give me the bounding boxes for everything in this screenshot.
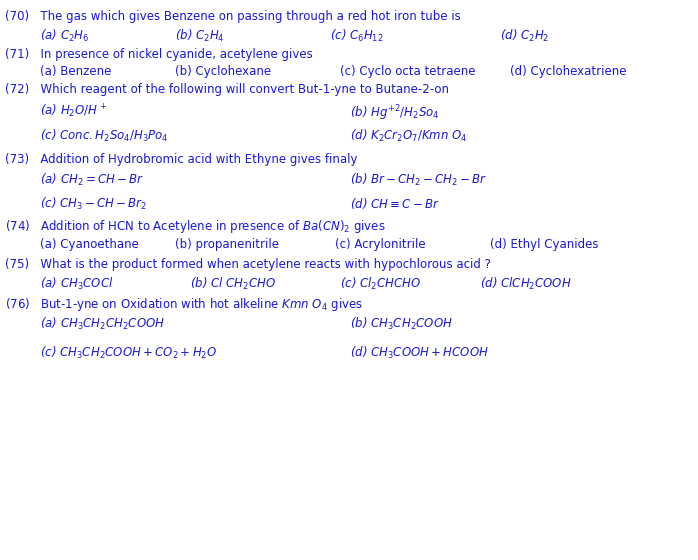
Text: (74)   Addition of HCN to Acetylene in presence of $Ba(CN)_2$ gives: (74) Addition of HCN to Acetylene in pre…	[5, 218, 386, 235]
Text: (73)   Addition of Hydrobromic acid with Ethyne gives finaly: (73) Addition of Hydrobromic acid with E…	[5, 153, 357, 166]
Text: (c) $C_6H_{12}$: (c) $C_6H_{12}$	[330, 28, 384, 44]
Text: (c) $Conc. H_2So_4 / H_3Po_4$: (c) $Conc. H_2So_4 / H_3Po_4$	[40, 128, 169, 144]
Text: (a) $C_2H_6$: (a) $C_2H_6$	[40, 28, 89, 44]
Text: (b) $C_2H_4$: (b) $C_2H_4$	[175, 28, 225, 44]
Text: (71)   In presence of nickel cyanide, acetylene gives: (71) In presence of nickel cyanide, acet…	[5, 48, 313, 61]
Text: (a) Cyanoethane: (a) Cyanoethane	[40, 238, 139, 251]
Text: (a) $CH_3COCl$: (a) $CH_3COCl$	[40, 276, 114, 292]
Text: (d) Ethyl Cyanides: (d) Ethyl Cyanides	[490, 238, 598, 251]
Text: (70)   The gas which gives Benzene on passing through a red hot iron tube is: (70) The gas which gives Benzene on pass…	[5, 10, 461, 23]
Text: (a) $CH_2 = CH - Br$: (a) $CH_2 = CH - Br$	[40, 172, 144, 188]
Text: (76)   But-1-yne on Oxidation with hot alkeline $Kmn\ O_4$ gives: (76) But-1-yne on Oxidation with hot alk…	[5, 296, 363, 313]
Text: (b) $CH_3CH_2COOH$: (b) $CH_3CH_2COOH$	[350, 316, 453, 332]
Text: (c) $CH_3 - CH - Br_2$: (c) $CH_3 - CH - Br_2$	[40, 196, 147, 212]
Text: (b) $Hg^{+2} / H_2So_4$: (b) $Hg^{+2} / H_2So_4$	[350, 103, 440, 123]
Text: (c) Acrylonitrile: (c) Acrylonitrile	[335, 238, 426, 251]
Text: (d) Cyclohexatriene: (d) Cyclohexatriene	[510, 65, 627, 78]
Text: (b) $Cl\ CH_2CHO$: (b) $Cl\ CH_2CHO$	[190, 276, 276, 292]
Text: (b) propanenitrile: (b) propanenitrile	[175, 238, 279, 251]
Text: (75)   What is the product formed when acetylene reacts with hypochlorous acid ?: (75) What is the product formed when ace…	[5, 258, 491, 271]
Text: (d) $C_2H_2$: (d) $C_2H_2$	[500, 28, 549, 44]
Text: (72)   Which reagent of the following will convert But-1-yne to Butane-2-on: (72) Which reagent of the following will…	[5, 83, 449, 96]
Text: (a) $CH_3CH_2CH_2COOH$: (a) $CH_3CH_2CH_2COOH$	[40, 316, 165, 332]
Text: (b) $Br - CH_2 - CH_2 - Br$: (b) $Br - CH_2 - CH_2 - Br$	[350, 172, 487, 188]
Text: (c) $Cl_2CHCHO$: (c) $Cl_2CHCHO$	[340, 276, 422, 292]
Text: (a) Benzene: (a) Benzene	[40, 65, 112, 78]
Text: (c) $CH_3CH_2COOH + CO_2 + H_2O$: (c) $CH_3CH_2COOH + CO_2 + H_2O$	[40, 345, 217, 361]
Text: (a) $H_2O / H^+$: (a) $H_2O / H^+$	[40, 103, 107, 120]
Text: (d) $ClCH_2COOH$: (d) $ClCH_2COOH$	[480, 276, 572, 292]
Text: (d) $CH_3COOH + HCOOH$: (d) $CH_3COOH + HCOOH$	[350, 345, 489, 361]
Text: (d) $K_2Cr_2O_7 / Kmn\ O_4$: (d) $K_2Cr_2O_7 / Kmn\ O_4$	[350, 128, 468, 144]
Text: (c) Cyclo octa tetraene: (c) Cyclo octa tetraene	[340, 65, 475, 78]
Text: (d) $CH \equiv C - Br$: (d) $CH \equiv C - Br$	[350, 196, 440, 211]
Text: (b) Cyclohexane: (b) Cyclohexane	[175, 65, 271, 78]
